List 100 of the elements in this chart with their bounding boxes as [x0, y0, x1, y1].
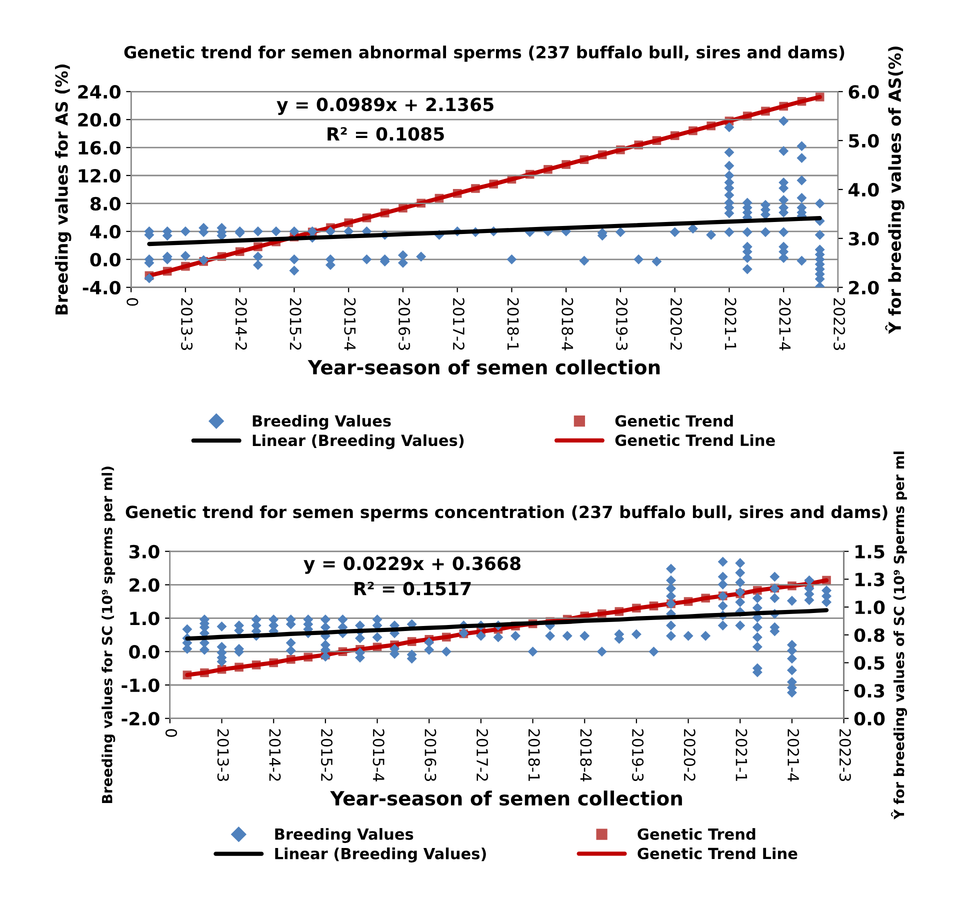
y-tick-label: -1.0	[122, 678, 160, 692]
point	[666, 583, 676, 594]
point	[688, 224, 698, 234]
point	[180, 226, 190, 236]
point	[778, 194, 789, 205]
x-tick-label: 2019-3	[616, 298, 628, 350]
point	[735, 577, 746, 588]
point	[286, 646, 296, 656]
y-tick-label: 0.0	[129, 645, 160, 659]
x-tick-label: 2015-4	[372, 729, 384, 782]
point	[752, 642, 762, 652]
point	[752, 632, 762, 642]
point	[752, 622, 762, 632]
point	[796, 192, 807, 203]
x-tick-label: 2013-3	[217, 729, 229, 782]
point	[252, 260, 263, 270]
point	[666, 564, 676, 574]
point	[724, 170, 734, 180]
y2-tick-label: 1.0	[856, 600, 885, 614]
y-tick-label: 3.0	[129, 544, 160, 558]
x-tick-label: 2018-4	[580, 729, 592, 782]
point	[252, 252, 263, 262]
point	[724, 160, 734, 171]
y2-tick-label: 4.0	[848, 182, 879, 197]
point	[320, 622, 330, 632]
y-tick-label: -4.0	[82, 280, 120, 294]
point	[778, 227, 789, 238]
point	[545, 630, 556, 641]
point	[786, 596, 797, 606]
point	[735, 597, 746, 608]
legend-label: Linear (Breeding Values)	[252, 434, 464, 450]
point	[289, 254, 300, 264]
point	[652, 256, 662, 266]
point	[286, 638, 296, 648]
point	[580, 630, 590, 641]
point	[144, 273, 154, 284]
point	[354, 633, 365, 644]
legend-label: Genetic Trend	[615, 414, 733, 427]
point	[814, 198, 825, 208]
y2-tick-label: 0.8	[854, 628, 884, 642]
point	[476, 630, 486, 641]
point	[786, 654, 797, 664]
point	[398, 258, 408, 268]
x-tick-label: 2014-2	[269, 729, 281, 781]
point	[770, 572, 780, 582]
point	[180, 250, 190, 261]
point	[416, 252, 426, 262]
x-tick-label: 2021-4	[788, 729, 800, 782]
point	[770, 593, 780, 604]
x-tick-label: 2018-1	[507, 298, 519, 350]
y2-axis-title: Ŷ for breeding values of AS(%)	[885, 46, 904, 334]
x-tick-label: 2016-3	[424, 729, 436, 782]
point	[528, 646, 538, 657]
x-tick-label: 2015-2	[290, 298, 302, 350]
x-tick-label: 2018-1	[528, 729, 540, 781]
point	[752, 602, 762, 613]
point	[796, 141, 807, 152]
point	[666, 630, 676, 641]
point	[510, 630, 521, 641]
point	[648, 646, 659, 657]
point	[742, 227, 752, 238]
x-tick-label: 2017-2	[476, 729, 488, 781]
x-tick-label: 0	[165, 729, 178, 737]
point	[398, 250, 408, 260]
x-tick-label: 0	[126, 298, 138, 306]
x-tick-label: 2021-4	[779, 298, 791, 350]
legend-label: Genetic Trend	[638, 828, 756, 840]
x-tick-label: 2018-4	[562, 298, 574, 350]
point	[666, 591, 676, 602]
x-tick-label: 2020-2	[670, 298, 682, 350]
x-tick-label: 2020-2	[684, 729, 696, 781]
point	[724, 147, 734, 158]
point	[718, 579, 728, 590]
legend-label: Breeding Values	[275, 828, 414, 843]
point	[683, 630, 694, 641]
x-tick-label: 2019-3	[632, 729, 644, 782]
y-tick-label: 2.0	[130, 578, 160, 592]
point	[325, 226, 336, 236]
legend-label: Genetic Trend Line	[615, 434, 775, 446]
annotation: y = 0.0229x + 0.3668	[304, 556, 520, 574]
point	[666, 575, 676, 586]
y-tick-label: 16.0	[78, 140, 120, 155]
point	[814, 230, 825, 240]
x-tick-label: 2015-4	[344, 298, 356, 350]
x-tick-label: 2016-3	[398, 298, 410, 350]
point	[760, 227, 770, 238]
point	[562, 630, 572, 641]
point	[796, 153, 807, 164]
point	[724, 227, 734, 238]
point	[320, 614, 330, 625]
point	[724, 122, 734, 132]
point	[718, 556, 728, 567]
y2-tick-label: 0.3	[854, 684, 884, 698]
y2-tick-label: 6.0	[848, 85, 879, 99]
point	[718, 572, 728, 582]
point	[271, 226, 282, 236]
y-axis-title: Breeding values for SC (10⁹ sperms per ml)	[102, 466, 116, 804]
legend-label: Breeding Values	[252, 414, 391, 430]
legend-label: Genetic Trend Line	[638, 847, 798, 860]
annotation: R² = 0.1085	[328, 127, 444, 141]
